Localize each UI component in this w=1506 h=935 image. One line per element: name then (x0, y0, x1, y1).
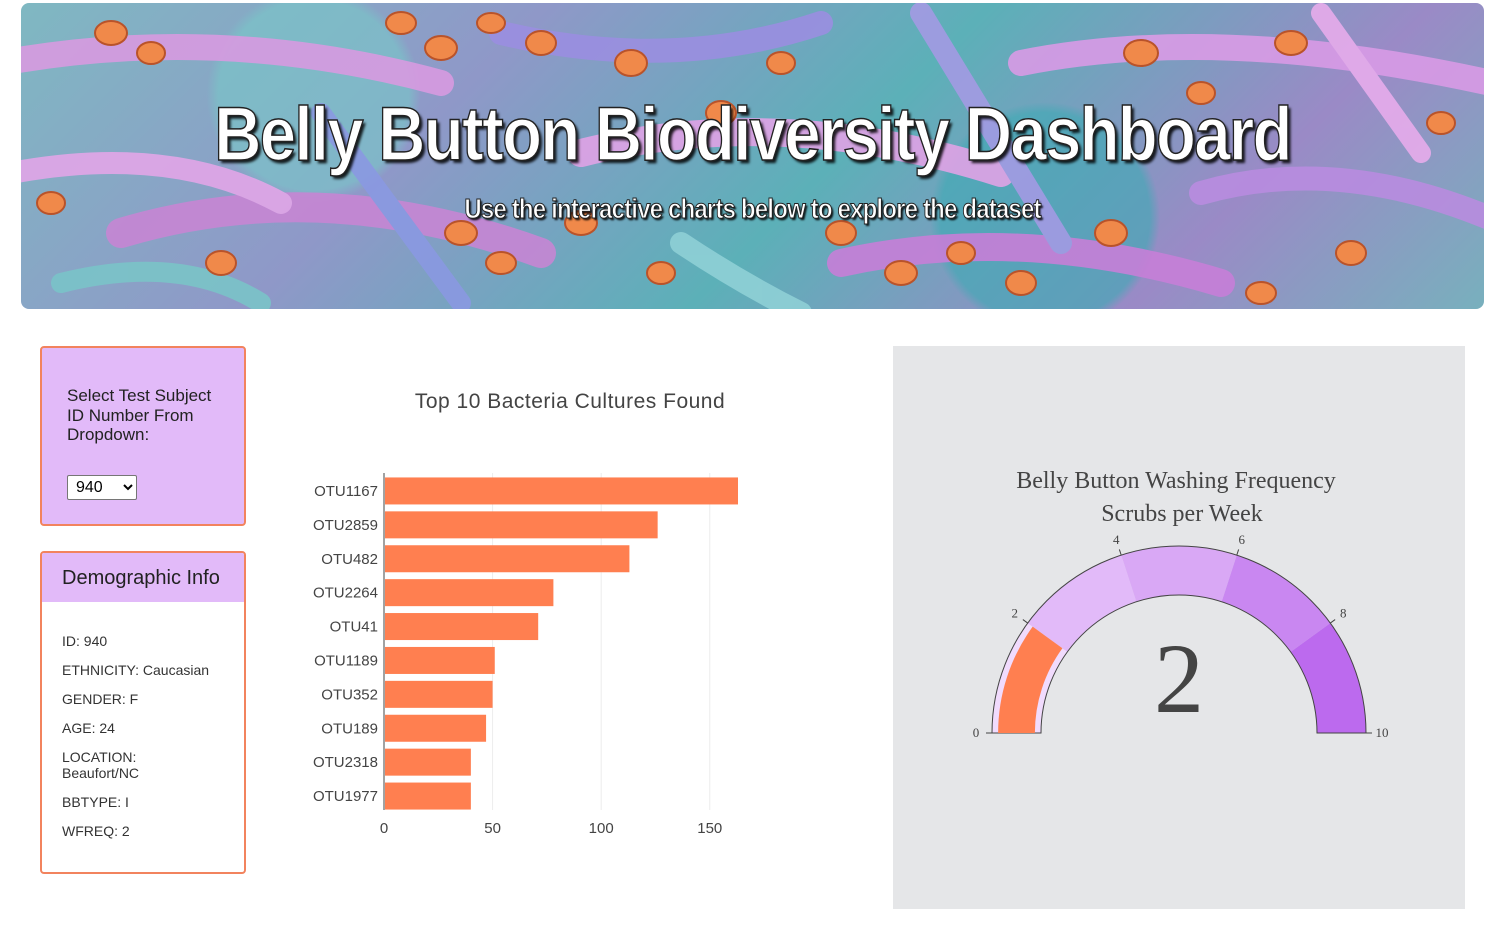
bar-mark[interactable] (385, 545, 630, 573)
selector-label: Select Test Subject ID Number From Dropd… (67, 386, 212, 444)
demo-ethnicity: ETHNICITY: Caucasian (62, 662, 210, 678)
bar-y-tick-label: OTU1189 (314, 652, 378, 669)
bar-mark[interactable] (385, 782, 471, 810)
gauge-tick-label: 0 (973, 725, 980, 740)
gauge-tick (1022, 619, 1029, 624)
bar-mark[interactable] (385, 579, 554, 607)
subject-selector-panel: Select Test Subject ID Number From Dropd… (40, 346, 246, 526)
gauge-value: 2 (1154, 623, 1204, 734)
bar-mark[interactable] (385, 748, 471, 776)
bar-x-tick-label: 0 (380, 820, 388, 837)
gauge-tick (1118, 549, 1122, 556)
bar-mark[interactable] (385, 680, 493, 708)
gauge-step-band (1121, 546, 1237, 602)
page-subtitle: Use the interactive charts below to expl… (464, 193, 1042, 225)
bar-x-tick-label: 50 (484, 820, 501, 837)
bar-y-tick-label: OTU482 (321, 551, 378, 568)
bar-y-tick-label: OTU1977 (313, 788, 378, 805)
demographic-info-panel: Demographic Info ID: 940 ETHNICITY: Cauc… (40, 551, 246, 874)
page-title: Belly Button Biodiversity Dashboard (214, 91, 1294, 178)
bar-y-tick-label: OTU189 (321, 720, 378, 737)
gauge-tick-label: 10 (1376, 725, 1389, 740)
gauge-step-band (1221, 555, 1331, 652)
bar-y-tick-label: OTU2264 (313, 585, 378, 602)
gauge-outline (991, 545, 1367, 734)
bar-mark[interactable] (385, 646, 495, 674)
bar-mark[interactable] (385, 477, 738, 505)
bar-mark[interactable] (385, 613, 539, 641)
bar-x-tick-label: 100 (589, 820, 614, 837)
gauge-step-band (1027, 555, 1137, 652)
gauge-subtitle: Scrubs per Week (1101, 501, 1263, 527)
bacteria-background-image (21, 3, 1484, 309)
gauge-tick-label: 8 (1340, 606, 1347, 621)
demo-location: LOCATION: Beaufort/NC (62, 749, 140, 781)
gauge-tick (1236, 549, 1240, 556)
gauge-tick-label: 2 (1012, 606, 1019, 621)
gauge-step-band (1290, 623, 1366, 733)
bar-y-tick-label: OTU1167 (314, 483, 378, 500)
demo-age: AGE: 24 (62, 720, 115, 736)
bar-chart-title: Top 10 Bacteria Cultures Found (415, 390, 725, 413)
demo-id: ID: 940 (62, 633, 108, 649)
gauge-tick-label: 4 (1113, 532, 1120, 547)
gauge-title: Belly Button Washing Frequency (1016, 468, 1336, 494)
demo-wfreq: WFREQ: 2 (62, 823, 130, 839)
bar-y-tick-label: OTU352 (321, 686, 378, 703)
subject-id-dropdown[interactable]: 940 (67, 475, 137, 500)
demo-gender: GENDER: F (62, 691, 139, 707)
gauge-value-bar[interactable] (998, 626, 1063, 733)
gauge-tick-label: 6 (1238, 532, 1245, 547)
washing-frequency-gauge[interactable]: Belly Button Washing Frequency Scrubs pe… (893, 346, 1465, 909)
gauge-tick (1329, 619, 1336, 624)
demo-bbtype: BBTYPE: I (62, 794, 129, 810)
demographic-info-title: Demographic Info (42, 553, 244, 602)
demographic-info-body: ID: 940 ETHNICITY: Caucasian GENDER: F A… (62, 633, 232, 852)
bar-mark[interactable] (385, 714, 487, 742)
bar-y-tick-label: OTU2318 (313, 754, 378, 771)
bar-y-tick-label: OTU41 (330, 619, 378, 636)
top10-bar-chart[interactable]: Top 10 Bacteria Cultures Found OTU1167 OT… (270, 346, 860, 906)
bar-x-tick-label: 150 (697, 820, 722, 837)
bar-mark[interactable] (385, 511, 658, 539)
hero-banner: Belly Button Biodiversity Dashboard Use … (21, 3, 1484, 309)
bar-y-tick-label: OTU2859 (313, 517, 378, 534)
